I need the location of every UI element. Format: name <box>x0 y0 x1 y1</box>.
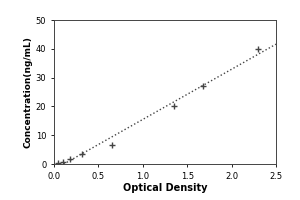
Point <box>61 160 65 163</box>
Point <box>56 162 61 165</box>
Y-axis label: Concentration(ng/mL): Concentration(ng/mL) <box>24 36 33 148</box>
Point <box>256 47 261 50</box>
X-axis label: Optical Density: Optical Density <box>123 183 207 193</box>
Point <box>67 157 72 160</box>
Point <box>109 144 114 147</box>
Point <box>172 105 176 108</box>
Point <box>201 85 206 88</box>
Point <box>80 152 85 156</box>
